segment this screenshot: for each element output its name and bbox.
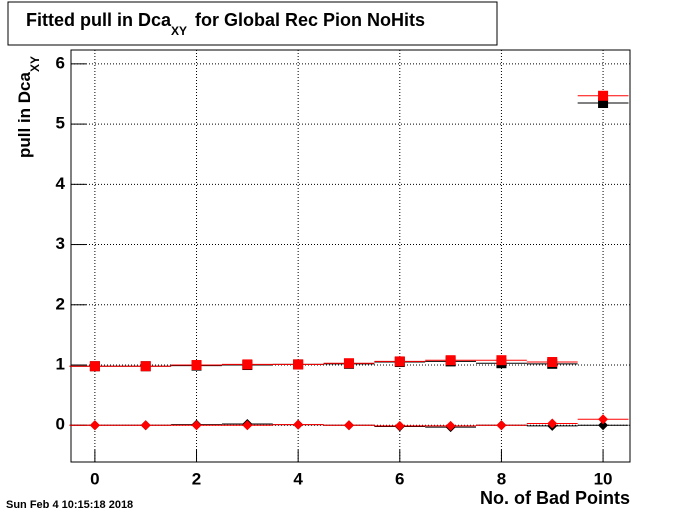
- y-tick-label: 6: [56, 53, 65, 72]
- marker: [394, 356, 405, 367]
- y-tick-label: 4: [56, 174, 66, 193]
- plot-frame: [70, 49, 631, 463]
- marker: [343, 358, 354, 369]
- title-rest: for Global Rec Pion NoHits: [195, 10, 425, 30]
- title-main: Fitted pull in Dca: [26, 10, 172, 30]
- x-tick-label: 10: [594, 469, 613, 488]
- marker: [343, 420, 354, 431]
- y-tick-label: 0: [56, 415, 65, 434]
- marker: [496, 420, 507, 431]
- marker: [89, 361, 100, 372]
- y-tick-label: 5: [56, 114, 65, 133]
- marker: [140, 361, 151, 372]
- chart-title: Fitted pull in DcaXY for Global Rec Pion …: [26, 10, 425, 38]
- marker: [394, 420, 405, 431]
- x-tick-label: 8: [497, 469, 506, 488]
- marker: [445, 420, 456, 431]
- x-axis-label: No. of Bad Points: [480, 488, 630, 508]
- timestamp: Sun Feb 4 10:15:18 2018: [6, 499, 133, 511]
- marker: [598, 414, 609, 425]
- marker: [445, 355, 456, 366]
- y-label-main: pull in Dca: [15, 72, 34, 159]
- marker: [242, 420, 253, 431]
- marker: [547, 418, 558, 429]
- y-axis-label: pull in DcaXY: [15, 56, 42, 158]
- title-subscript: XY: [171, 24, 187, 38]
- x-tick-label: 0: [90, 469, 99, 488]
- x-tick-label: 2: [192, 469, 201, 488]
- y-tick-label: 1: [56, 355, 65, 374]
- marker: [496, 355, 507, 366]
- y-tick-label: 3: [56, 234, 65, 253]
- marker: [89, 420, 100, 431]
- marker: [547, 357, 558, 368]
- marker: [293, 419, 304, 430]
- marker: [598, 90, 609, 101]
- marker: [191, 360, 202, 371]
- marker: [140, 420, 151, 431]
- marker: [293, 359, 304, 370]
- y-tick-label: 2: [56, 294, 65, 313]
- x-tick-label: 4: [293, 469, 303, 488]
- y-label-subscript: XY: [28, 56, 42, 72]
- x-tick-label: 6: [395, 469, 404, 488]
- marker: [598, 98, 609, 109]
- title-box: [7, 1, 498, 46]
- marker: [598, 420, 609, 431]
- marker: [191, 420, 202, 431]
- marker: [242, 359, 253, 370]
